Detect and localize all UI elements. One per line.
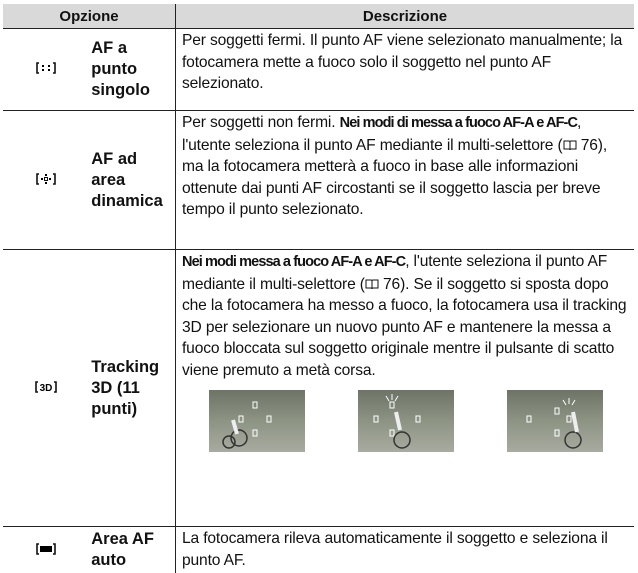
description-cell: Nei modi messa a fuoco AF-A e AF-C, l'ut…: [176, 250, 635, 527]
header-row: Opzione Descrizione: [3, 4, 634, 29]
page-ref: 76: [563, 137, 598, 154]
row: AF ad area dinamica Per soggetti non fer…: [3, 111, 634, 250]
option-cell: Tracking 3D (11 punti): [89, 250, 175, 527]
icon-cell: [3, 111, 89, 250]
text: Per soggetti fermi. Il punto AF viene se…: [182, 32, 622, 92]
icon-cell: [3, 29, 89, 111]
example-photo: [209, 390, 305, 452]
page-number: 76: [581, 137, 598, 154]
book-icon: [365, 278, 379, 290]
description-cell: La fotocamera rileva automaticamente il …: [176, 527, 635, 573]
dynamic-area-icon: [36, 172, 56, 186]
icon-cell: 3D: [3, 250, 89, 527]
single-point-icon: [36, 61, 56, 75]
auto-area-icon: [36, 542, 56, 556]
text: Per soggetti non fermi.: [182, 114, 340, 131]
row: AF a punto singolo Per soggetti fermi. I…: [3, 29, 634, 111]
tracking-3d-icon: 3D: [35, 380, 57, 394]
book-icon: [563, 139, 577, 151]
bold-text: Nei modi di messa a fuoco AF-A e AF-C: [340, 115, 577, 131]
description-cell: Per soggetti non fermi. Nei modi di mess…: [176, 111, 635, 250]
page-ref: 76: [365, 276, 400, 293]
example-photos: [182, 390, 630, 452]
table-head: Opzione Descrizione: [3, 4, 634, 29]
row: 3D Tracking 3D (11 punti) Nei modi messa…: [3, 250, 634, 527]
page-number: 76: [383, 276, 400, 293]
example-photo: [358, 390, 454, 452]
description-cell: Per soggetti fermi. Il punto AF viene se…: [176, 29, 635, 111]
row: Area AF auto La fotocamera rileva automa…: [3, 527, 634, 573]
table-body: AF a punto singolo Per soggetti fermi. I…: [3, 29, 634, 573]
header-cell: Opzione: [3, 4, 176, 29]
bold-text: Nei modi messa a fuoco AF-A e AF-C: [182, 254, 405, 270]
header-cell: Descrizione: [176, 4, 635, 29]
icon-label: 3D: [40, 383, 53, 394]
text: La fotocamera rileva automaticamente il …: [182, 530, 608, 569]
option-cell: Area AF auto: [89, 527, 175, 573]
option-cell: AF a punto singolo: [89, 29, 175, 111]
af-table: Opzione Descrizione AF a punto singolo P…: [3, 4, 634, 573]
option-cell: AF ad area dinamica: [89, 111, 175, 250]
icon-cell: [3, 527, 89, 573]
example-photo: [507, 390, 603, 452]
